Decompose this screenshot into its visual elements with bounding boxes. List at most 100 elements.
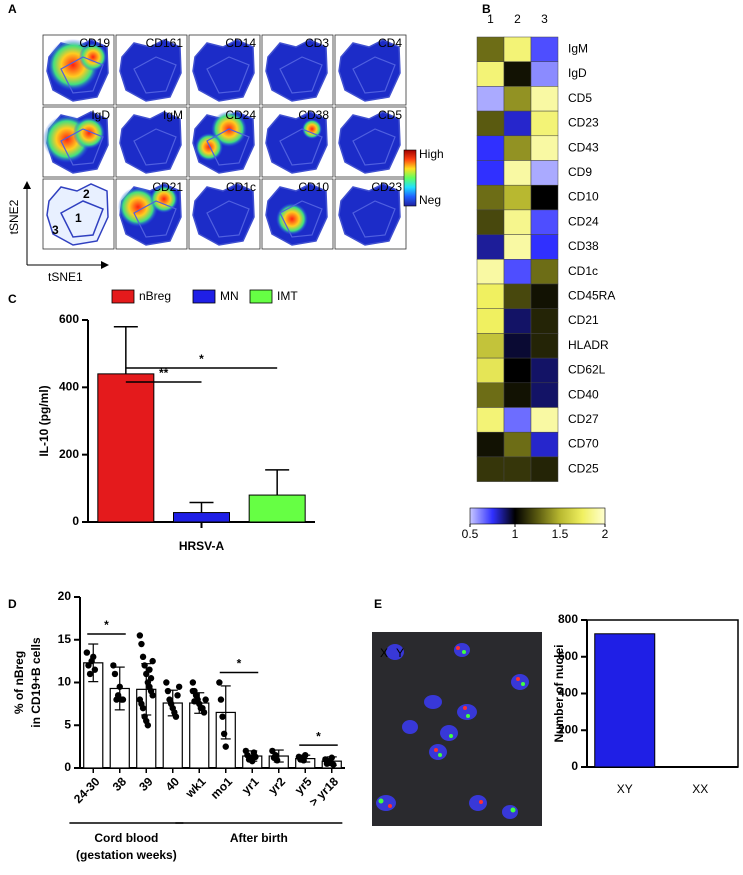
heatmap-cell xyxy=(476,431,505,458)
heatmap-cell xyxy=(476,382,505,408)
data-point xyxy=(219,713,226,720)
heatmap-cell xyxy=(503,86,532,112)
data-point xyxy=(216,679,223,686)
tsne-outline xyxy=(279,56,323,94)
legend-swatch xyxy=(111,289,135,304)
data-point xyxy=(147,675,155,682)
tsne-outline xyxy=(133,128,177,166)
tsne-cloud xyxy=(192,183,255,246)
heatmap-cell xyxy=(530,86,559,112)
x-tick-label: 40 xyxy=(163,774,183,794)
row-label: CD40 xyxy=(568,387,599,401)
data-point xyxy=(139,653,147,661)
data-point xyxy=(139,704,147,712)
heatmap-cell xyxy=(503,184,532,211)
bar xyxy=(248,494,306,523)
marker-label: CD4 xyxy=(378,36,402,50)
heatmap-cell xyxy=(503,431,532,458)
y-tick-label: 0 xyxy=(72,514,79,528)
bar xyxy=(594,633,656,768)
panel-label: D xyxy=(8,597,17,611)
y-tick-label: 600 xyxy=(558,649,578,663)
heatmap-cell xyxy=(530,135,559,161)
heatmap-cell xyxy=(503,308,532,334)
marker-label: CD24 xyxy=(225,108,256,122)
tsne-cloud xyxy=(119,39,182,102)
x-tick-label: 24-30 xyxy=(71,774,103,806)
heatmap-cell xyxy=(530,308,559,334)
heatmap-cell xyxy=(503,209,532,235)
heatmap-cell xyxy=(476,333,505,359)
heatmap-cell xyxy=(476,184,505,211)
row-label: HLADR xyxy=(568,338,609,352)
tsne-outline xyxy=(60,128,104,166)
row-label: CD10 xyxy=(568,190,599,204)
heatmap-cell xyxy=(476,357,505,384)
group-label: Cord blood xyxy=(94,831,158,845)
group-label: (gestation weeks) xyxy=(76,848,177,862)
tsne-outline xyxy=(133,56,177,94)
y-tick-label: 0 xyxy=(571,759,578,773)
marker-label: CD3 xyxy=(305,36,329,50)
arrow-head xyxy=(101,261,109,269)
legend-swatch xyxy=(249,289,273,304)
tsne-outline xyxy=(352,56,396,94)
heatmap-cell xyxy=(530,259,559,285)
y-axis-title: % of nBreg xyxy=(12,651,26,714)
heatmap-cell xyxy=(530,36,559,62)
tsne-plot: CD3 xyxy=(261,34,334,106)
heatmap-cell xyxy=(476,283,505,309)
tsne-outline xyxy=(279,200,323,238)
tsne-outline xyxy=(133,200,177,238)
heatmap-cell xyxy=(530,382,559,408)
data-point xyxy=(252,753,259,761)
cluster-label: 2 xyxy=(83,187,90,201)
heatmap-cell xyxy=(530,160,559,186)
tsne-outline xyxy=(206,56,250,94)
data-point xyxy=(149,692,156,699)
row-label: CD9 xyxy=(568,165,592,179)
axis-title: tSNE1 xyxy=(48,270,83,284)
heatmap-cell xyxy=(476,110,505,137)
tsne-plot: IgD xyxy=(42,106,115,178)
data-point xyxy=(138,640,145,648)
tsne-cloud xyxy=(192,39,255,102)
data-point xyxy=(200,709,208,716)
heatmap-cell xyxy=(476,36,505,62)
row-label: CD27 xyxy=(568,412,599,426)
data-point xyxy=(163,679,170,686)
heatmap-cell xyxy=(503,357,532,384)
heatmap-cell xyxy=(476,456,505,482)
x-tick-label: wk1 xyxy=(182,774,209,801)
y-tick-label: 200 xyxy=(59,447,79,461)
tsne-outline xyxy=(206,128,250,166)
heatmap-cell xyxy=(530,283,559,309)
heatmap-cell xyxy=(503,382,532,408)
data-point xyxy=(330,761,337,768)
heatmap-cell xyxy=(476,135,505,161)
data-point xyxy=(91,666,99,673)
row-label: CD43 xyxy=(568,140,599,154)
significance-label: * xyxy=(237,657,242,671)
row-label: CD62L xyxy=(568,363,606,377)
data-point xyxy=(175,683,183,690)
tsne-outline xyxy=(279,128,323,166)
y-tick-label: 800 xyxy=(558,612,578,626)
data-point xyxy=(217,696,225,703)
tsne-outline xyxy=(60,56,104,94)
x-tick-label: XY xyxy=(617,782,633,796)
data-point xyxy=(144,722,152,729)
heatmap-cell xyxy=(530,357,559,384)
channel-label: X xyxy=(380,646,388,660)
x-tick-label: yr2 xyxy=(265,774,288,797)
row-label: CD24 xyxy=(568,214,599,228)
tsne-outline xyxy=(60,200,104,238)
tsne-plot: CD14 xyxy=(188,34,261,106)
row-label: IgM xyxy=(568,42,588,56)
heatmap-cell xyxy=(530,456,559,482)
tsne-hotspot xyxy=(302,119,322,139)
panel-label: A xyxy=(8,2,17,16)
heatmap-cell xyxy=(503,259,532,285)
marker-label: CD23 xyxy=(371,180,402,194)
